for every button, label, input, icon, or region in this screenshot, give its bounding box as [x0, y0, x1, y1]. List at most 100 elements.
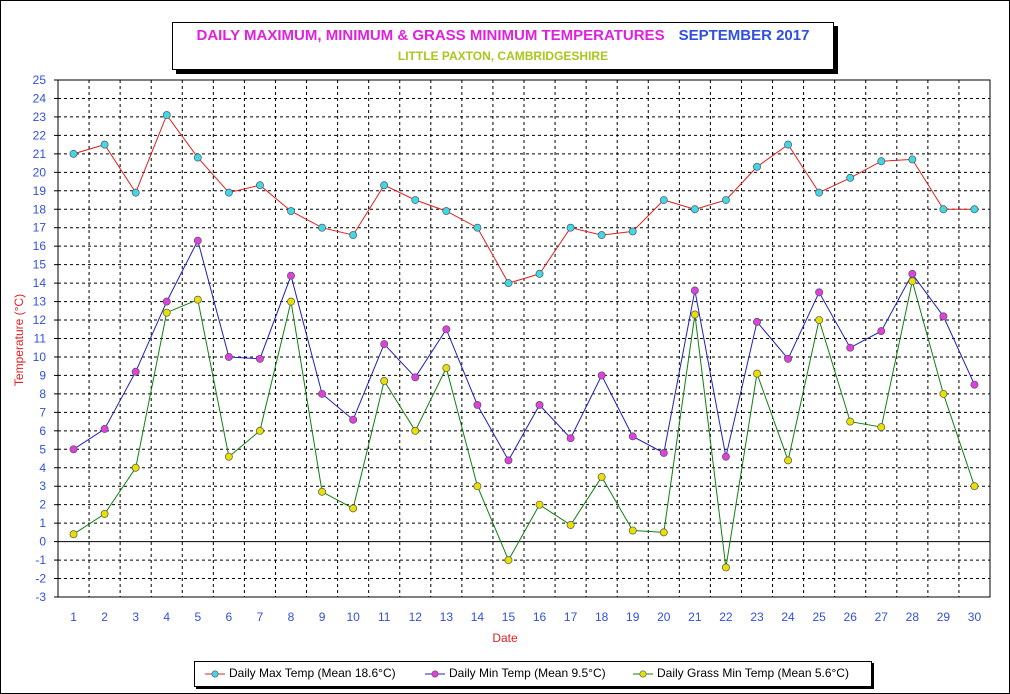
y-tick-label: 15 — [33, 258, 47, 272]
data-point-max — [566, 223, 575, 232]
data-point-grass — [224, 452, 233, 461]
data-point-max — [131, 188, 140, 197]
y-tick-label: 13 — [33, 295, 47, 309]
chart-title: DAILY MAXIMUM, MINIMUM & GRASS MINIMUM T… — [196, 27, 665, 44]
x-tick-label: 25 — [812, 610, 826, 624]
y-tick-label: 8 — [39, 387, 46, 401]
data-point-max — [442, 207, 451, 216]
y-tick-label: 24 — [33, 91, 47, 105]
y-tick-label: 19 — [33, 184, 47, 198]
data-point-grass — [473, 482, 482, 491]
series-line-min — [73, 239, 975, 462]
data-point-max — [69, 149, 78, 158]
data-point-min — [659, 449, 668, 457]
data-point-min — [318, 389, 327, 398]
x-tick-label: 4 — [163, 610, 170, 624]
data-point-min — [380, 340, 389, 348]
data-point-min — [815, 288, 824, 297]
data-point-max — [877, 157, 886, 166]
y-tick-label: 12 — [33, 313, 47, 327]
data-point-grass — [442, 364, 451, 372]
x-tick-label: 9 — [319, 610, 326, 624]
x-tick-label: 26 — [844, 610, 858, 624]
data-point-grass — [380, 377, 389, 385]
x-tick-label: 13 — [440, 610, 454, 624]
data-point-max — [846, 173, 855, 182]
data-point-max — [908, 155, 917, 164]
data-point-grass — [318, 487, 327, 496]
x-tick-label: 30 — [968, 610, 982, 624]
data-point-grass — [721, 563, 730, 572]
x-tick-label: 16 — [533, 610, 547, 624]
data-point-max — [380, 181, 389, 190]
data-point-grass — [659, 528, 668, 537]
y-axis-label: Temperature (°C) — [12, 293, 26, 387]
data-point-min — [131, 367, 140, 376]
data-point-max — [535, 269, 544, 278]
data-point-max — [287, 207, 295, 216]
data-point-max — [939, 205, 948, 214]
x-tick-label: 14 — [471, 610, 485, 624]
data-point-min — [628, 432, 637, 441]
data-point-min — [908, 269, 917, 278]
data-point-grass — [69, 530, 78, 539]
y-tick-label: 25 — [33, 73, 47, 87]
data-point-min — [690, 286, 699, 295]
y-tick-label: 21 — [33, 147, 47, 161]
data-point-grass — [287, 297, 295, 306]
data-point-max — [597, 231, 606, 240]
x-tick-label: 28 — [906, 610, 920, 624]
data-point-max — [318, 223, 327, 232]
data-point-max — [659, 196, 668, 204]
legend-min-symbol — [425, 670, 445, 678]
data-point-max — [473, 223, 482, 232]
data-point-max — [193, 153, 202, 162]
y-tick-label: -2 — [35, 572, 46, 586]
title-box: DAILY MAXIMUM, MINIMUM & GRASS MINIMUM T… — [172, 22, 834, 70]
data-point-max — [784, 140, 793, 149]
series-line-max — [73, 114, 975, 284]
data-point-min — [597, 371, 606, 380]
data-point-grass — [815, 316, 824, 324]
data-point-max — [753, 162, 761, 171]
series-line-grass — [73, 281, 975, 568]
data-point-max — [721, 196, 730, 204]
data-point-grass — [193, 295, 202, 304]
y-tick-label: 23 — [33, 110, 47, 124]
y-tick-label: 9 — [39, 368, 46, 382]
legend-min-label: Daily Min Temp (Mean 9.5°C) — [449, 666, 606, 680]
y-tick-label: 22 — [33, 128, 47, 142]
data-point-max — [349, 231, 358, 240]
legend-grass-label: Daily Grass Min Temp (Mean 5.6°C) — [657, 666, 849, 680]
y-tick-label: 14 — [33, 276, 47, 290]
y-tick-label: 17 — [33, 221, 47, 235]
data-point-min — [411, 373, 420, 382]
y-tick-label: 18 — [33, 202, 47, 216]
y-tick-label: -1 — [35, 553, 46, 567]
data-point-min — [442, 325, 451, 334]
data-point-grass — [566, 521, 575, 529]
x-tick-label: 10 — [346, 610, 360, 624]
data-point-grass — [504, 556, 513, 565]
x-tick-label: 29 — [937, 610, 951, 624]
y-tick-label: 11 — [34, 332, 47, 346]
data-point-grass — [846, 417, 855, 426]
x-tick-label: 5 — [194, 610, 201, 624]
y-tick-label: -3 — [35, 590, 46, 604]
data-point-min — [69, 445, 78, 454]
y-tick-label: 1 — [39, 516, 46, 530]
data-point-min — [287, 271, 295, 280]
y-tick-label: 5 — [39, 442, 46, 456]
data-point-min — [162, 297, 171, 306]
data-point-max — [504, 279, 513, 288]
data-point-min — [970, 380, 979, 389]
x-tick-label: 8 — [288, 610, 295, 624]
data-point-max — [255, 181, 264, 190]
data-point-min — [784, 354, 793, 363]
legend-max-label: Daily Max Temp (Mean 18.6°C) — [229, 666, 396, 680]
y-tick-label: 4 — [39, 461, 46, 475]
y-tick-label: 6 — [39, 424, 46, 438]
data-point-min — [100, 425, 109, 433]
x-tick-label: 21 — [688, 610, 702, 624]
